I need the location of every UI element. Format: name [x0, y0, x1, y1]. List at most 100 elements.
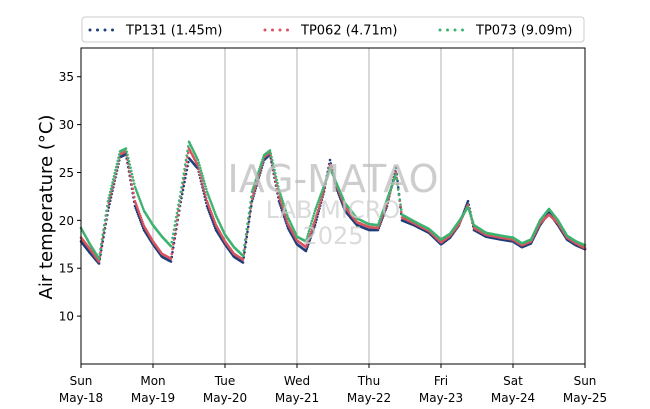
data-point: [318, 203, 321, 207]
watermark-line-1: IAG-MATAO: [227, 157, 438, 201]
data-point: [309, 230, 313, 233]
x-tick-label-date: May-21: [275, 391, 319, 405]
data-point: [129, 166, 132, 169]
data-point: [243, 243, 246, 247]
data-point: [320, 190, 324, 194]
data-point: [275, 178, 279, 182]
data-point: [205, 199, 209, 203]
data-point: [99, 243, 103, 246]
data-point: [471, 221, 475, 225]
data-point: [304, 249, 308, 253]
x-tick-label-day: Wed: [284, 374, 310, 388]
x-axis: Sun May-18 Mon May-19 Tue May-20 Wed May-21 Thu M…: [59, 364, 607, 405]
data-point: [213, 219, 216, 223]
data-point: [399, 203, 402, 206]
data-point: [97, 257, 101, 260]
data-point: [253, 181, 257, 184]
data-point: [243, 245, 247, 249]
data-point: [470, 217, 474, 220]
data-point: [102, 228, 105, 232]
data-point: [133, 199, 137, 203]
data-point: [243, 238, 247, 242]
data-point: [117, 153, 121, 156]
data-point: [382, 206, 386, 210]
data-point: [307, 236, 311, 240]
data-point: [396, 186, 400, 189]
data-point: [131, 187, 135, 191]
data-point: [213, 210, 216, 213]
data-point: [469, 214, 473, 218]
y-tick-label: 10: [59, 310, 74, 324]
data-point: [285, 211, 288, 215]
x-tick-label-date: May-24: [491, 391, 535, 405]
data-point: [311, 217, 315, 220]
data-point: [170, 240, 174, 244]
data-point: [213, 212, 217, 215]
data-point: [309, 232, 312, 236]
watermark-line-2: LAB MICRO: [266, 196, 401, 224]
data-point: [204, 185, 207, 188]
data-point: [304, 240, 308, 243]
data-point: [117, 156, 120, 159]
data-point: [209, 200, 213, 203]
data-point: [397, 193, 401, 196]
data-point: [281, 199, 285, 203]
data-point: [97, 262, 101, 265]
data-point: [326, 173, 330, 176]
data-point: [376, 223, 380, 227]
data-point: [278, 197, 282, 201]
data-point: [246, 222, 249, 226]
data-point: [261, 156, 265, 159]
data-point: [467, 207, 471, 211]
data-point: [244, 240, 248, 244]
data-point: [177, 203, 180, 207]
x-tick-label-day: Mon: [140, 374, 165, 388]
data-point: [261, 158, 264, 162]
y-tick-label: 30: [59, 118, 74, 132]
data-point: [279, 195, 283, 198]
data-point: [105, 204, 109, 208]
data-point: [102, 223, 106, 227]
data-point: [270, 155, 273, 159]
data-point: [314, 207, 318, 211]
data-point: [134, 201, 138, 205]
data-point: [212, 217, 216, 221]
data-point: [282, 209, 285, 212]
data-point: [317, 206, 321, 209]
data-point: [169, 257, 173, 260]
data-point: [381, 208, 385, 212]
data-point: [252, 183, 256, 187]
data-point: [241, 258, 245, 261]
data-point: [384, 202, 387, 205]
data-point: [315, 205, 318, 208]
data-point: [246, 230, 249, 234]
data-point: [211, 215, 215, 219]
data-point: [125, 150, 129, 154]
data-point: [196, 158, 200, 162]
data-point: [277, 188, 281, 192]
data-point: [393, 175, 397, 178]
data-point: [114, 165, 118, 169]
data-point: [204, 187, 208, 191]
legend-label: TP073 (9.09m): [475, 24, 572, 39]
legend-marker: [278, 28, 282, 32]
data-point: [396, 188, 400, 191]
data-point: [381, 210, 384, 214]
data-point: [201, 174, 204, 178]
data-point: [399, 210, 403, 214]
x-tick-label-day: Thu: [357, 374, 381, 388]
data-point: [181, 176, 185, 180]
data-point: [276, 181, 279, 185]
data-point: [137, 210, 141, 213]
data-point: [249, 195, 253, 199]
y-tick-label: 35: [59, 70, 74, 84]
data-point: [185, 154, 189, 157]
legend: TP131 (1.45m) TP062 (4.71m) TP073 (9.09m): [81, 16, 585, 43]
data-point: [385, 198, 389, 201]
data-point: [203, 191, 207, 194]
data-point: [244, 233, 248, 236]
data-point: [311, 225, 315, 229]
watermark: IAG-MATAO LAB MICRO 2025: [227, 157, 438, 250]
data-point: [206, 192, 210, 195]
data-point: [273, 168, 276, 172]
